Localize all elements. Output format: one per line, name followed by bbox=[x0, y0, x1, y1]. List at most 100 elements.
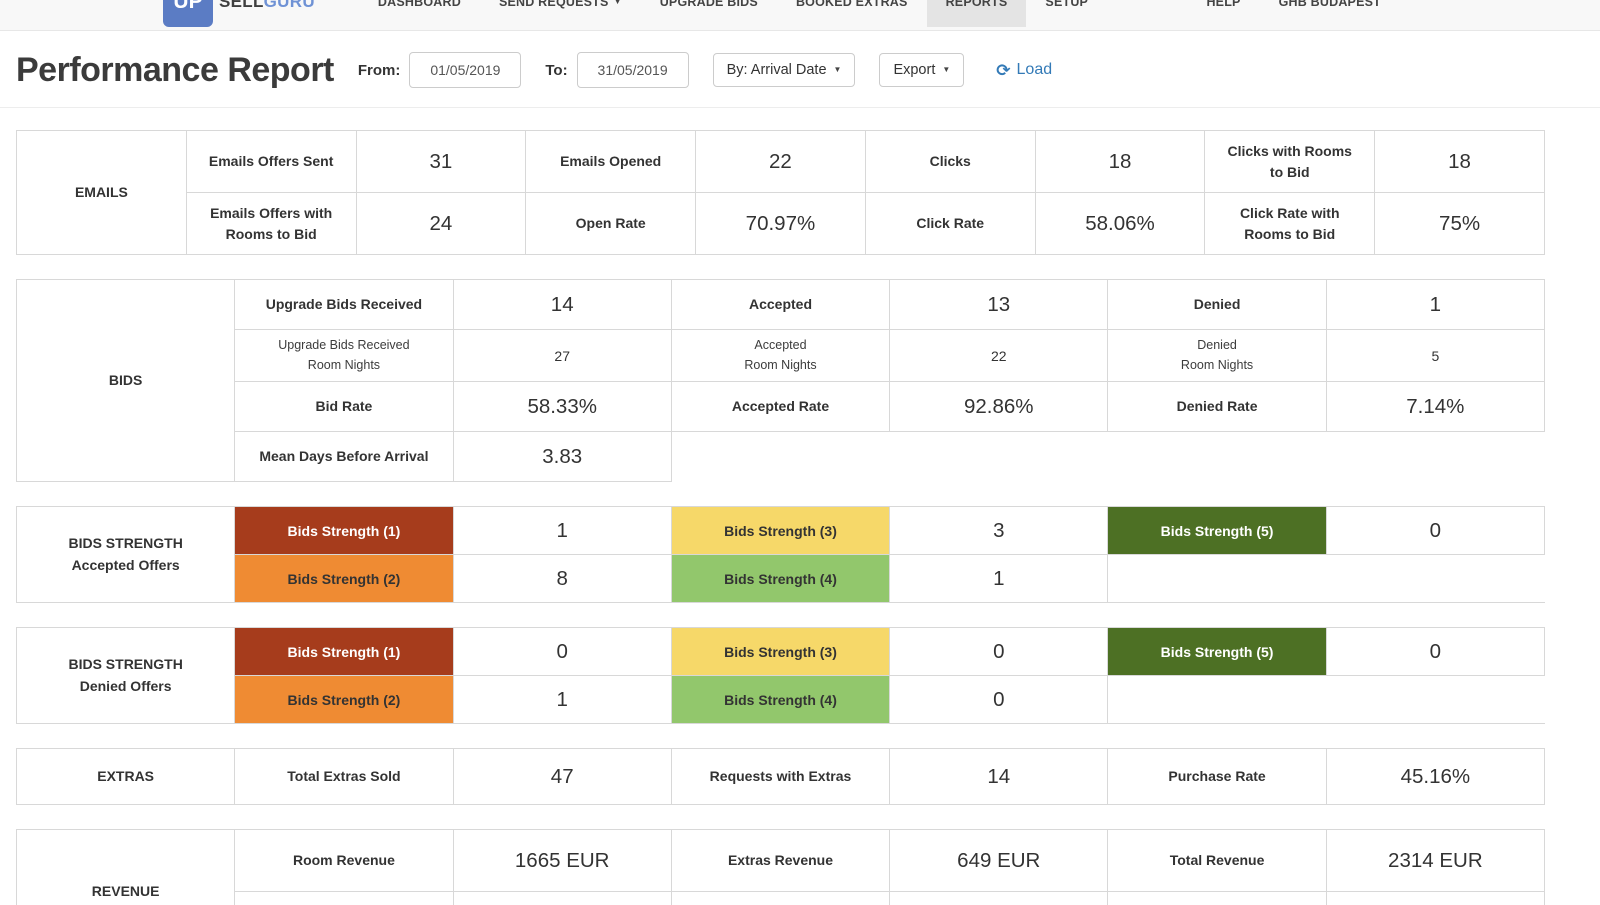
nav-item-upgrade-bids[interactable]: UPGRADE BIDS bbox=[641, 0, 777, 30]
metric-value: 1 bbox=[1325, 279, 1546, 330]
metric-label: Room Revenue bbox=[234, 829, 454, 892]
metric-value: 1 bbox=[452, 675, 672, 724]
metric-value: 58.33% bbox=[452, 381, 672, 432]
metric-label: Total Extras Sold bbox=[234, 748, 454, 805]
by-arrival-date-dropdown[interactable]: By: Arrival Date ▼ bbox=[712, 53, 856, 87]
nav-item-reports[interactable]: REPORTS bbox=[926, 0, 1027, 27]
metric-label: Denied Room Nights bbox=[1107, 329, 1327, 382]
metric-label: Upgrade Bids Received bbox=[234, 279, 454, 330]
to-date-input[interactable] bbox=[576, 52, 689, 88]
nav-item-label: SEND REQUESTS bbox=[498, 0, 609, 9]
metric-label: Accepted Rate bbox=[670, 381, 891, 432]
extras-row: EXTRAS Total Extras Sold 47 Requests with E… bbox=[15, 748, 1546, 805]
metric-value: 22 bbox=[889, 329, 1109, 382]
extras-section-label: EXTRAS bbox=[15, 748, 236, 805]
metric-label: Emails Offers with Rooms to Bid bbox=[185, 192, 357, 255]
export-dropdown[interactable]: Export ▼ bbox=[879, 53, 965, 87]
empty-cell bbox=[1326, 432, 1544, 482]
nav-item-label: UPGRADE BIDS bbox=[659, 0, 758, 9]
strength-badge: Bids Strength (3) bbox=[670, 627, 891, 676]
metric-value: 18 bbox=[1374, 130, 1545, 193]
empty-cell bbox=[1326, 675, 1545, 724]
nav-item-send-requests[interactable]: SEND REQUESTS ▼ bbox=[480, 0, 641, 30]
nav-item-booked-extras[interactable]: BOOKED EXTRAS bbox=[777, 0, 927, 30]
emails-table: EMAILS Emails Offers Sent 31 Emails Opened 2… bbox=[16, 130, 1545, 255]
bids-strength-denied-table: BIDS STRENGTH Denied Offers Bids Strength… bbox=[15, 627, 1546, 724]
revenue-row: REVENUE Room Revenue 1665 EUR Extras Revenu… bbox=[15, 829, 1546, 905]
from-label: From: bbox=[357, 61, 401, 79]
app-logo[interactable]: UP SELLGURU bbox=[163, 0, 315, 27]
nav-item-label: BOOKED EXTRAS bbox=[795, 0, 908, 9]
brand-text-dark: SELL bbox=[219, 0, 264, 11]
bids-row: Bid Rate 58.33% Accepted Rate 92.86% Denied … bbox=[17, 381, 1546, 432]
metric-value: 46 EUR bbox=[889, 891, 1109, 905]
empty-cell bbox=[1326, 554, 1545, 603]
metric-value: 0 bbox=[889, 627, 1109, 676]
nav-item-help[interactable]: HELP bbox=[1206, 0, 1241, 9]
extras-table: EXTRAS Total Extras Sold 47 Requests with E… bbox=[15, 748, 1546, 805]
strength-badge: Bids Strength (4) bbox=[670, 554, 891, 603]
metric-label bbox=[234, 891, 454, 905]
metric-value: 47 bbox=[452, 748, 672, 805]
report-tables: EMAILS Emails Offers Sent 31 Emails Opened 2… bbox=[0, 108, 1600, 905]
metric-label: Accepted bbox=[670, 279, 891, 330]
from-date-input[interactable] bbox=[409, 52, 522, 88]
nav-right-menu: HELP GHB BUDAPEST bbox=[1187, 0, 1400, 30]
load-button[interactable]: ⟳ Load bbox=[996, 61, 1052, 79]
metric-label bbox=[1107, 891, 1327, 905]
metric-value: 1 bbox=[452, 506, 672, 555]
metric-value: 27 bbox=[452, 329, 672, 382]
nav-menu: DASHBOARD SEND REQUESTS ▼ UPGRADE BIDS BOOKE… bbox=[359, 0, 1107, 30]
bids-row: BIDS Upgrade Bids Received 14 Accepted 13 Den… bbox=[15, 279, 1546, 482]
metric-value: 1665 EUR bbox=[452, 829, 672, 892]
empty-cell bbox=[671, 432, 889, 482]
metric-value: 70.97% bbox=[695, 192, 866, 255]
revenue-table: REVENUE Room Revenue 1665 EUR Extras Revenu… bbox=[15, 829, 1546, 905]
metric-value: 14 bbox=[889, 748, 1109, 805]
empty-cell bbox=[1107, 675, 1327, 724]
top-navbar: UP SELLGURU DASHBOARD SEND REQUESTS ▼ UPGRA… bbox=[0, 0, 1600, 31]
export-label: Export bbox=[893, 62, 936, 78]
nav-item-setup[interactable]: SETUP bbox=[1026, 0, 1107, 30]
nav-item-dashboard[interactable]: DASHBOARD bbox=[359, 0, 480, 30]
strength-badge: Bids Strength (5) bbox=[1107, 506, 1327, 555]
metric-value: 0 bbox=[1325, 627, 1546, 676]
revenue-row: 119 EUR 46 EUR bbox=[17, 891, 1546, 905]
refresh-icon: ⟳ bbox=[996, 60, 1011, 80]
metric-label: Extras Revenue bbox=[670, 829, 891, 892]
to-label: To: bbox=[545, 61, 568, 79]
metric-label: Clicks with Rooms to Bid bbox=[1204, 130, 1376, 193]
nav-item-ghb-budapest[interactable]: GHB BUDAPEST bbox=[1278, 0, 1381, 9]
metric-value: 0 bbox=[452, 627, 672, 676]
metric-value: 5 bbox=[1325, 329, 1546, 382]
metric-label: Bid Rate bbox=[234, 381, 454, 432]
metric-value: 7.14% bbox=[1325, 381, 1546, 432]
metric-label: Purchase Rate bbox=[1107, 748, 1327, 805]
metric-label: Denied Rate bbox=[1107, 381, 1327, 432]
metric-value: 3 bbox=[889, 506, 1109, 555]
empty-cell bbox=[1108, 432, 1326, 482]
metric-value: 2314 EUR bbox=[1325, 829, 1546, 892]
brand-text-blue: GURU bbox=[263, 0, 315, 11]
metric-value: 31 bbox=[355, 130, 527, 193]
metric-value: 119 EUR bbox=[452, 891, 672, 905]
metric-label: Click Rate with Rooms to Bid bbox=[1204, 192, 1376, 255]
metric-value: 649 EUR bbox=[889, 829, 1109, 892]
metric-label: Emails Offers Sent bbox=[185, 130, 357, 193]
metric-value: 0 bbox=[1325, 506, 1546, 555]
metric-value: 14 bbox=[452, 279, 672, 330]
metric-value: 13 bbox=[889, 279, 1109, 330]
metric-label: Clicks bbox=[864, 130, 1036, 193]
metric-value: 1 bbox=[889, 554, 1109, 603]
bids-row: Mean Days Before Arrival 3.83 bbox=[17, 431, 1545, 482]
bids-strength-accepted-table: BIDS STRENGTH Accepted Offers Bids Streng… bbox=[15, 506, 1546, 603]
metric-label: Denied bbox=[1107, 279, 1327, 330]
metric-label bbox=[670, 891, 891, 905]
bids-strength-denied-section-label: BIDS STRENGTH Denied Offers bbox=[15, 627, 236, 724]
emails-section-label: EMAILS bbox=[16, 130, 187, 255]
nav-item-label: REPORTS bbox=[945, 0, 1008, 9]
revenue-section-label: REVENUE bbox=[15, 829, 236, 905]
by-arrival-date-label: By: Arrival Date bbox=[726, 62, 827, 78]
metric-label: Accepted Room Nights bbox=[670, 329, 891, 382]
metric-value: 22 bbox=[695, 130, 866, 193]
